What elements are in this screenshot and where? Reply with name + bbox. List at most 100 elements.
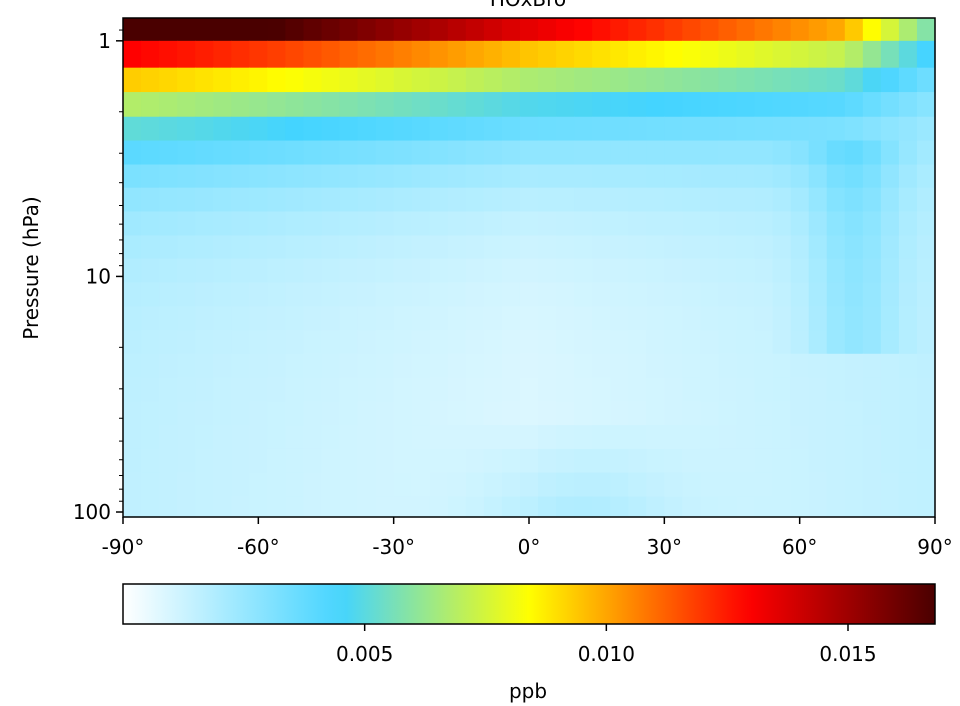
heatmap-cell: [844, 306, 864, 331]
heatmap-cell: [303, 211, 323, 237]
heatmap-cell: [195, 211, 214, 237]
heatmap-cell: [519, 116, 539, 142]
heatmap-cell: [159, 40, 178, 69]
heatmap-cell: [754, 116, 774, 142]
heatmap-cell: [574, 140, 593, 166]
heatmap-cell: [610, 67, 629, 93]
heatmap-cell: [700, 187, 720, 213]
heatmap-cell: [574, 282, 593, 307]
heatmap-cell: [790, 235, 810, 260]
heatmap-cell: [682, 448, 702, 474]
heatmap-cell: [483, 187, 503, 213]
heatmap-cell: [664, 401, 683, 426]
heatmap-cell: [321, 448, 341, 474]
heatmap-cell: [285, 330, 305, 355]
heatmap-cell: [592, 377, 611, 402]
heatmap-cell: [357, 187, 377, 213]
heatmap-cell: [267, 306, 286, 331]
heatmap-cell: [483, 330, 503, 355]
heatmap-cell: [610, 377, 629, 402]
heatmap-cell: [321, 353, 341, 379]
heatmap-cell: [267, 425, 286, 450]
heatmap-cell: [592, 353, 611, 379]
heatmap-cell: [411, 164, 431, 189]
heatmap-cell: [483, 306, 503, 331]
heatmap-cell: [177, 164, 196, 189]
heatmap-cell: [267, 282, 286, 307]
heatmap-cell: [123, 282, 142, 307]
heatmap-cell: [790, 282, 810, 307]
heatmap-cell: [808, 425, 828, 450]
heatmap-cell: [628, 67, 647, 93]
heatmap-cell: [321, 211, 341, 237]
heatmap-cell: [321, 140, 341, 166]
heatmap-cell: [393, 18, 413, 42]
heatmap-cell: [429, 67, 449, 93]
heatmap-cell: [501, 282, 521, 307]
heatmap-cell: [718, 353, 738, 379]
heatmap-cell: [844, 353, 864, 379]
heatmap-cell: [826, 67, 846, 93]
heatmap-cell: [465, 18, 485, 42]
heatmap-cell: [538, 306, 557, 331]
heatmap-cell: [664, 472, 683, 498]
heatmap-cell: [465, 164, 485, 189]
heatmap-cell: [411, 353, 431, 379]
heatmap-cell: [700, 377, 720, 402]
heatmap-cell: [682, 425, 702, 450]
heatmap-cell: [339, 211, 359, 237]
heatmap-cell: [646, 472, 665, 498]
heatmap-cell: [736, 67, 756, 93]
heatmap-cell: [177, 235, 196, 260]
heatmap-cell: [808, 282, 828, 307]
heatmap-cell: [916, 496, 936, 518]
heatmap-cell: [862, 425, 882, 450]
heatmap-cell: [610, 282, 629, 307]
heatmap-cell: [411, 282, 431, 307]
heatmap-cell: [285, 92, 305, 118]
heatmap-cell: [303, 330, 323, 355]
heatmap-cell: [664, 164, 683, 189]
heatmap-cell: [483, 282, 503, 307]
heatmap-cell: [808, 18, 828, 42]
heatmap-cell: [790, 187, 810, 213]
heatmap-cell: [556, 18, 575, 42]
heatmap-cell: [808, 353, 828, 379]
heatmap-cell: [718, 306, 738, 331]
heatmap-cell: [429, 448, 449, 474]
heatmap-cell: [556, 140, 575, 166]
heatmap-cell: [826, 140, 846, 166]
heatmap-cell: [862, 306, 882, 331]
heatmap-cell: [664, 18, 683, 42]
heatmap-cell: [501, 448, 521, 474]
heatmap-cell: [574, 187, 593, 213]
heatmap-cell: [574, 164, 593, 189]
heatmap-cell: [754, 40, 774, 69]
heatmap-cell: [862, 330, 882, 355]
heatmap-cell: [159, 282, 178, 307]
heatmap-cell: [538, 448, 557, 474]
heatmap-cell: [447, 18, 467, 42]
heatmap-cell: [249, 92, 268, 118]
heatmap-cell: [447, 40, 467, 69]
heatmap-cell: [736, 472, 756, 498]
heatmap-cell: [303, 282, 323, 307]
heatmap-cell: [519, 282, 539, 307]
heatmap-cell: [754, 330, 774, 355]
heatmap-cell: [880, 116, 900, 142]
heatmap-cell: [646, 258, 665, 283]
heatmap-cell: [411, 187, 431, 213]
heatmap-cell: [213, 67, 232, 93]
heatmap-cell: [249, 306, 268, 331]
heatmap-cell: [916, 211, 936, 237]
heatmap-cell: [231, 282, 250, 307]
heatmap-cell: [339, 116, 359, 142]
heatmap-cell: [772, 448, 792, 474]
heatmap-cell: [357, 40, 377, 69]
heatmap-cell: [501, 187, 521, 213]
heatmap-cell: [213, 18, 232, 42]
heatmap-cell: [231, 330, 250, 355]
heatmap-cell: [429, 40, 449, 69]
heatmap-cell: [447, 92, 467, 118]
heatmap-cell: [159, 187, 178, 213]
